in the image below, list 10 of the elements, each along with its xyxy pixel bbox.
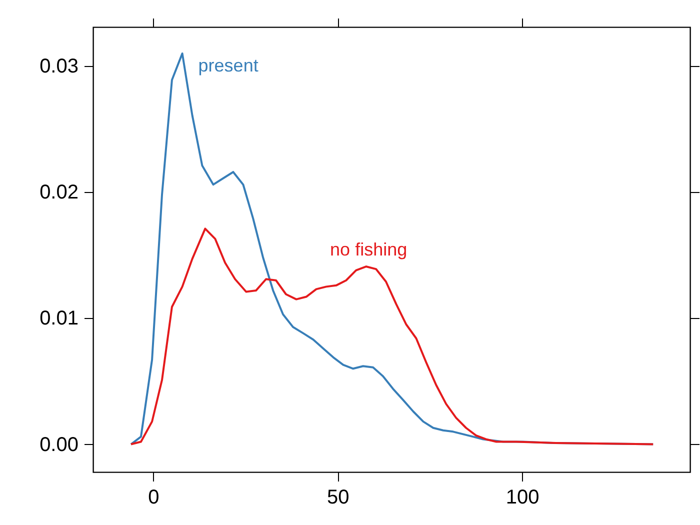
x-tick-label: 50 (327, 486, 350, 508)
y-tick-label: 0.03 (40, 56, 78, 78)
y-tick-label: 0.00 (40, 434, 78, 456)
y-tick-label: 0.01 (40, 308, 78, 330)
x-tick-label: 100 (506, 486, 540, 508)
line-series (130, 228, 654, 446)
y-tick-label: 0.02 (40, 182, 78, 204)
annotation: no fishing (330, 240, 408, 260)
annotation: present (198, 55, 258, 76)
x-tick-label: 0 (148, 486, 160, 508)
